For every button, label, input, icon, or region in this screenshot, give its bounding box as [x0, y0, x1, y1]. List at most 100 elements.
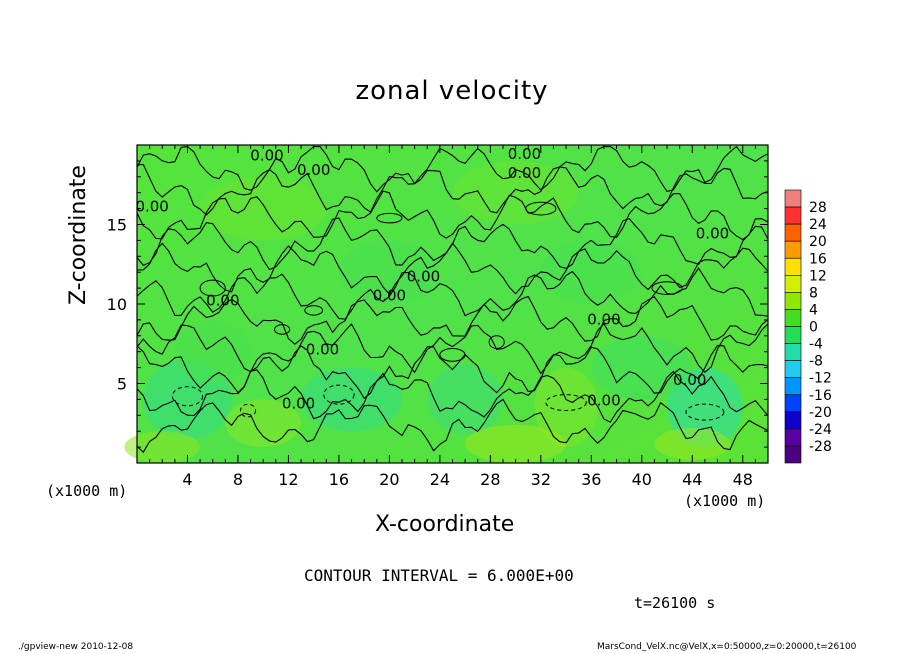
footer-right: MarsCond_VelX.nc@VelX,x=0:50000,z=0:2000…	[597, 642, 857, 652]
contour-loop	[323, 384, 355, 405]
x-tick-label: 20	[379, 470, 399, 489]
colorbar-label: 24	[809, 217, 827, 233]
x-tick-label: 36	[581, 470, 601, 489]
contour-label: 0.00	[407, 267, 440, 285]
contour-loop	[525, 201, 557, 216]
x-tick-label: 28	[480, 470, 500, 489]
contour-line	[136, 295, 769, 345]
contour-loop	[685, 403, 725, 421]
contour-loop	[274, 324, 291, 335]
colorbar-swatch	[784, 377, 802, 396]
y-tick-label: 5	[117, 375, 127, 394]
x-tick-label: 16	[329, 470, 349, 489]
contour-label: 0.00	[282, 395, 315, 413]
field-blob	[591, 335, 693, 400]
contour-line	[136, 369, 769, 423]
contour-label: 0.00	[508, 145, 541, 163]
contour-label: 0.00	[508, 164, 541, 182]
contour-line	[136, 163, 769, 216]
contour-label: 0.00	[696, 225, 729, 243]
y-tick-label: 10	[107, 295, 127, 314]
field-blob	[225, 399, 302, 448]
contour-loop	[439, 348, 466, 362]
x-tick-label: 48	[733, 470, 753, 489]
footer-left: ./gpview-new 2010-12-08	[18, 642, 134, 652]
x-tick-label: 44	[682, 470, 702, 489]
colorbar-swatch	[784, 445, 802, 464]
field-blob	[338, 240, 440, 304]
contour-label: 0.00	[297, 161, 330, 179]
contour-line	[136, 242, 769, 296]
colorbar-label: -24	[809, 422, 832, 438]
contour-line	[136, 217, 769, 271]
contour-loop	[651, 281, 683, 295]
colorbar-label: 20	[809, 234, 827, 250]
field-blob	[465, 424, 567, 464]
x-tick-label: 12	[278, 470, 298, 489]
colorbar-swatch	[784, 343, 802, 361]
colorbar-label: 12	[809, 268, 827, 284]
colorbar-label: 8	[809, 285, 818, 301]
x-unit-label-left: (x1000 m)	[46, 482, 128, 500]
colorbar-swatch	[784, 189, 802, 208]
field-blob	[540, 240, 642, 304]
contour-loop	[239, 403, 257, 418]
colorbar-swatch	[784, 223, 802, 242]
y-tick-label: 15	[107, 216, 127, 235]
colorbar-swatch	[784, 240, 802, 259]
y-axis-label: Z-coordinate	[66, 165, 91, 305]
contour-loop	[199, 279, 226, 297]
colorbar-swatch	[784, 257, 802, 276]
contour-label: 0.00	[206, 291, 239, 309]
chart-title: zonal velocity	[355, 76, 549, 106]
contour-label: 0.00	[250, 147, 283, 165]
contour-line	[136, 267, 769, 320]
field-blob	[200, 176, 327, 241]
field-blob	[174, 319, 251, 384]
colorbar-label: -4	[809, 337, 823, 353]
field-blob	[654, 428, 731, 460]
contour-loop	[488, 335, 505, 350]
colorbar-label: -28	[809, 439, 832, 455]
colorbar-swatch	[784, 292, 802, 310]
contour-label: 0.00	[673, 371, 706, 389]
colorbar-swatch	[784, 326, 802, 344]
x-tick-label: 24	[430, 470, 450, 489]
contour-line	[136, 322, 769, 375]
colorbar-swatch	[784, 360, 802, 378]
colorbar-label: -8	[809, 354, 823, 370]
colorbar-swatch	[784, 394, 802, 413]
colorbar-swatch	[784, 309, 802, 327]
contour-interval-note: CONTOUR INTERVAL = 6.000E+00	[304, 566, 574, 585]
x-unit-label-right: (x1000 m)	[684, 492, 766, 510]
colorbar-swatch	[784, 428, 802, 447]
colorbar-label: -20	[809, 405, 832, 421]
contour-line	[136, 145, 769, 193]
contour-line	[136, 190, 769, 241]
x-tick-label: 40	[632, 470, 652, 489]
field-blob	[301, 367, 403, 432]
contour-loop	[545, 394, 587, 412]
contour-label: 0.00	[587, 310, 620, 328]
colorbar-label: 0	[809, 320, 818, 336]
colorbar-label: -16	[809, 388, 832, 404]
colorbar-swatch	[784, 275, 802, 293]
contour-label: 0.00	[306, 341, 339, 359]
x-axis-label: X-coordinate	[375, 512, 515, 537]
field-blob	[534, 367, 598, 448]
colorbar-swatch	[784, 411, 802, 430]
contour-label: 0.00	[587, 391, 620, 409]
contour-label: 0.00	[373, 287, 406, 305]
colorbar-label: 28	[809, 200, 827, 216]
contour-loop	[376, 212, 403, 224]
colorbar-label: -12	[809, 371, 832, 387]
time-label: t=26100 s	[634, 594, 716, 612]
colorbar-label: 4	[809, 302, 818, 318]
field-blob	[124, 431, 201, 463]
field-blob	[427, 364, 503, 435]
x-tick-label: 32	[531, 470, 551, 489]
contour-loop	[304, 305, 324, 316]
field-blob	[667, 367, 743, 448]
colorbar-swatch	[784, 206, 802, 225]
